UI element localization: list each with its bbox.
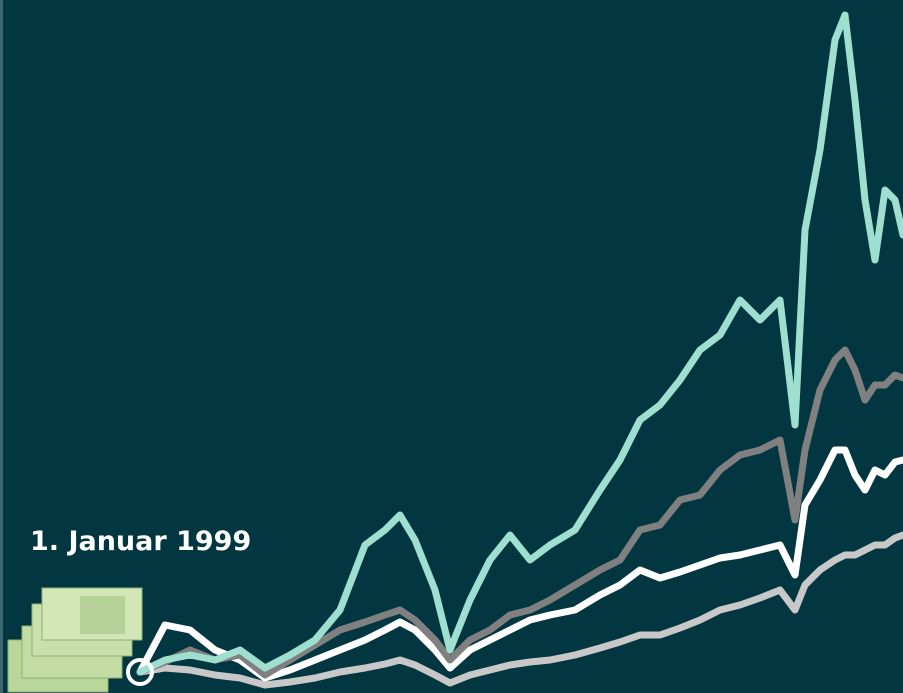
banknotes (7, 587, 143, 693)
annotation: 1. Januar 1999 (30, 526, 251, 557)
start-marker (126, 658, 154, 686)
left-border (0, 0, 3, 693)
series-line (136, 446, 903, 682)
lines (136, 11, 903, 689)
series-line (136, 531, 903, 689)
series-line (136, 346, 903, 679)
banknote-art (80, 596, 125, 634)
series-line (136, 11, 903, 676)
